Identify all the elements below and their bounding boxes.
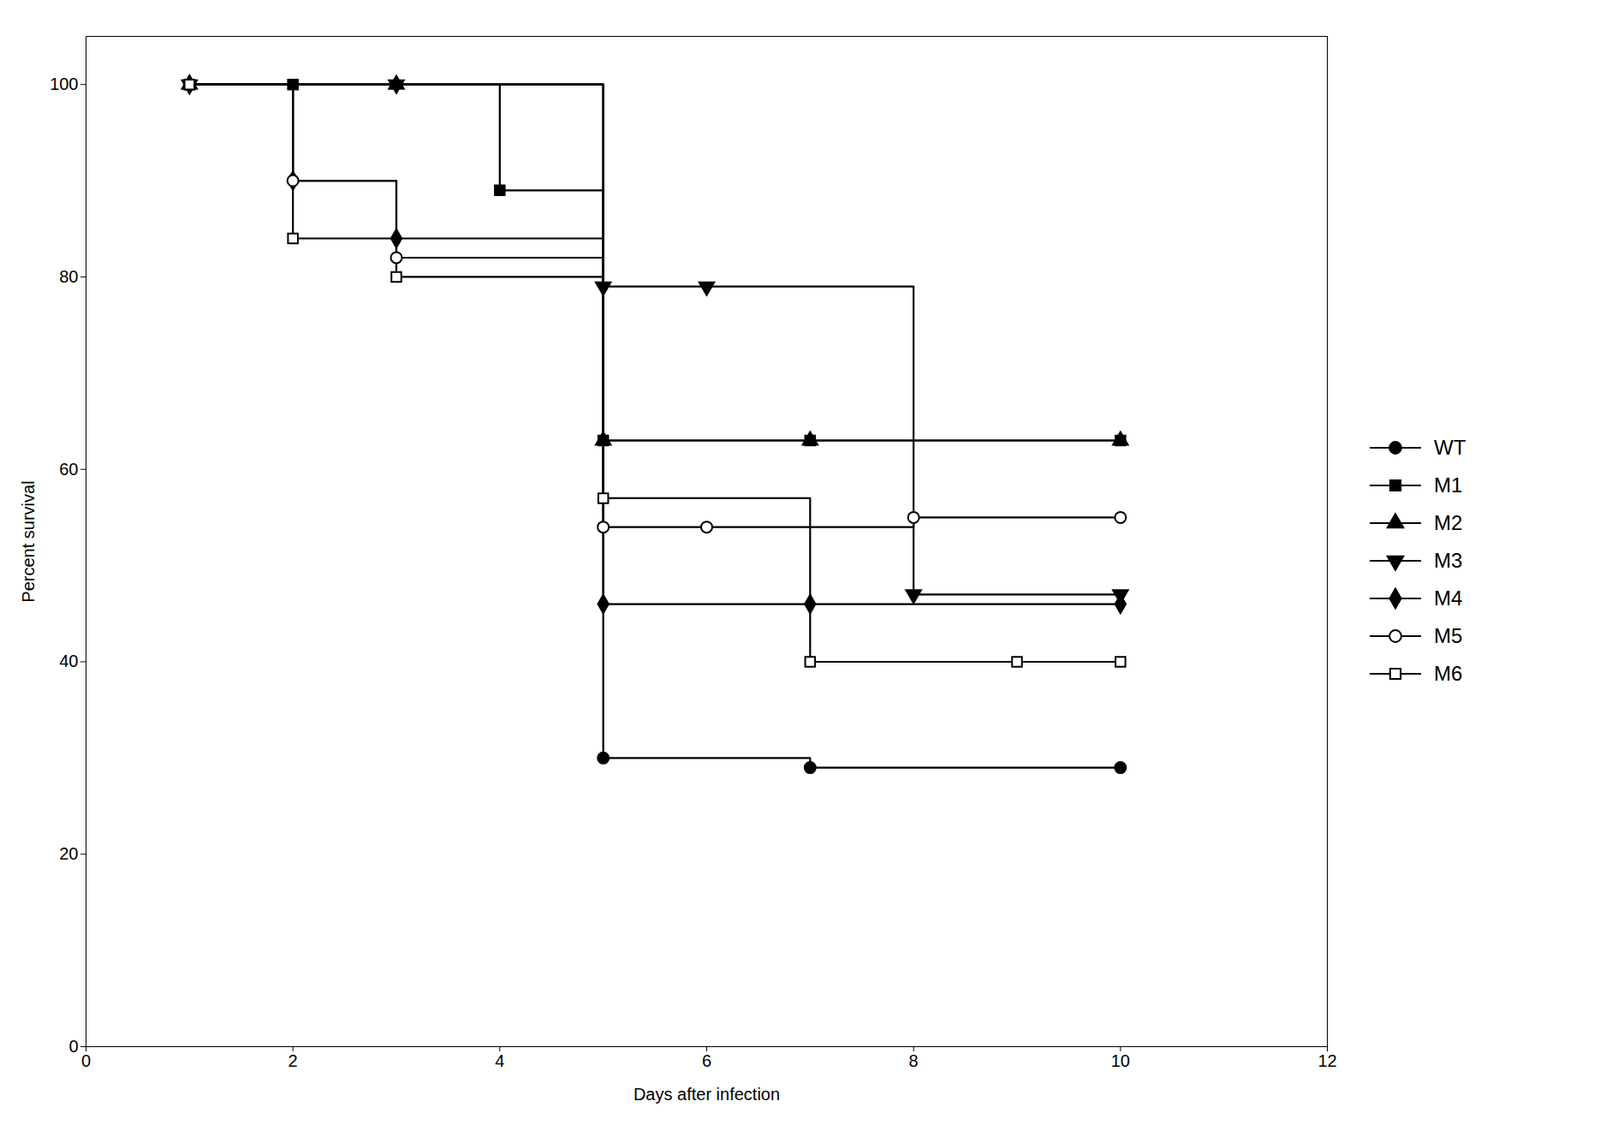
svg-text:0: 0 (68, 1036, 78, 1056)
svg-text:M2: M2 (1433, 511, 1463, 535)
svg-text:6: 6 (701, 1051, 712, 1071)
svg-text:WT: WT (1433, 435, 1467, 459)
svg-text:12: 12 (1317, 1051, 1337, 1071)
svg-text:Days after infection: Days after infection (633, 1084, 780, 1104)
svg-text:M5: M5 (1433, 624, 1463, 648)
svg-text:60: 60 (59, 459, 78, 479)
svg-text:8: 8 (909, 1051, 919, 1071)
svg-text:M1: M1 (1433, 473, 1463, 497)
svg-text:100: 100 (49, 74, 78, 94)
svg-text:0: 0 (81, 1051, 91, 1071)
svg-text:20: 20 (59, 844, 78, 863)
svg-text:2: 2 (288, 1051, 298, 1071)
svg-text:80: 80 (59, 267, 78, 286)
svg-text:4: 4 (494, 1051, 505, 1071)
svg-text:M6: M6 (1433, 661, 1463, 685)
svg-text:M4: M4 (1433, 586, 1463, 610)
svg-text:40: 40 (59, 651, 78, 671)
svg-text:Percent survival: Percent survival (18, 480, 38, 602)
svg-text:M3: M3 (1433, 548, 1463, 572)
svg-text:10: 10 (1111, 1051, 1131, 1071)
